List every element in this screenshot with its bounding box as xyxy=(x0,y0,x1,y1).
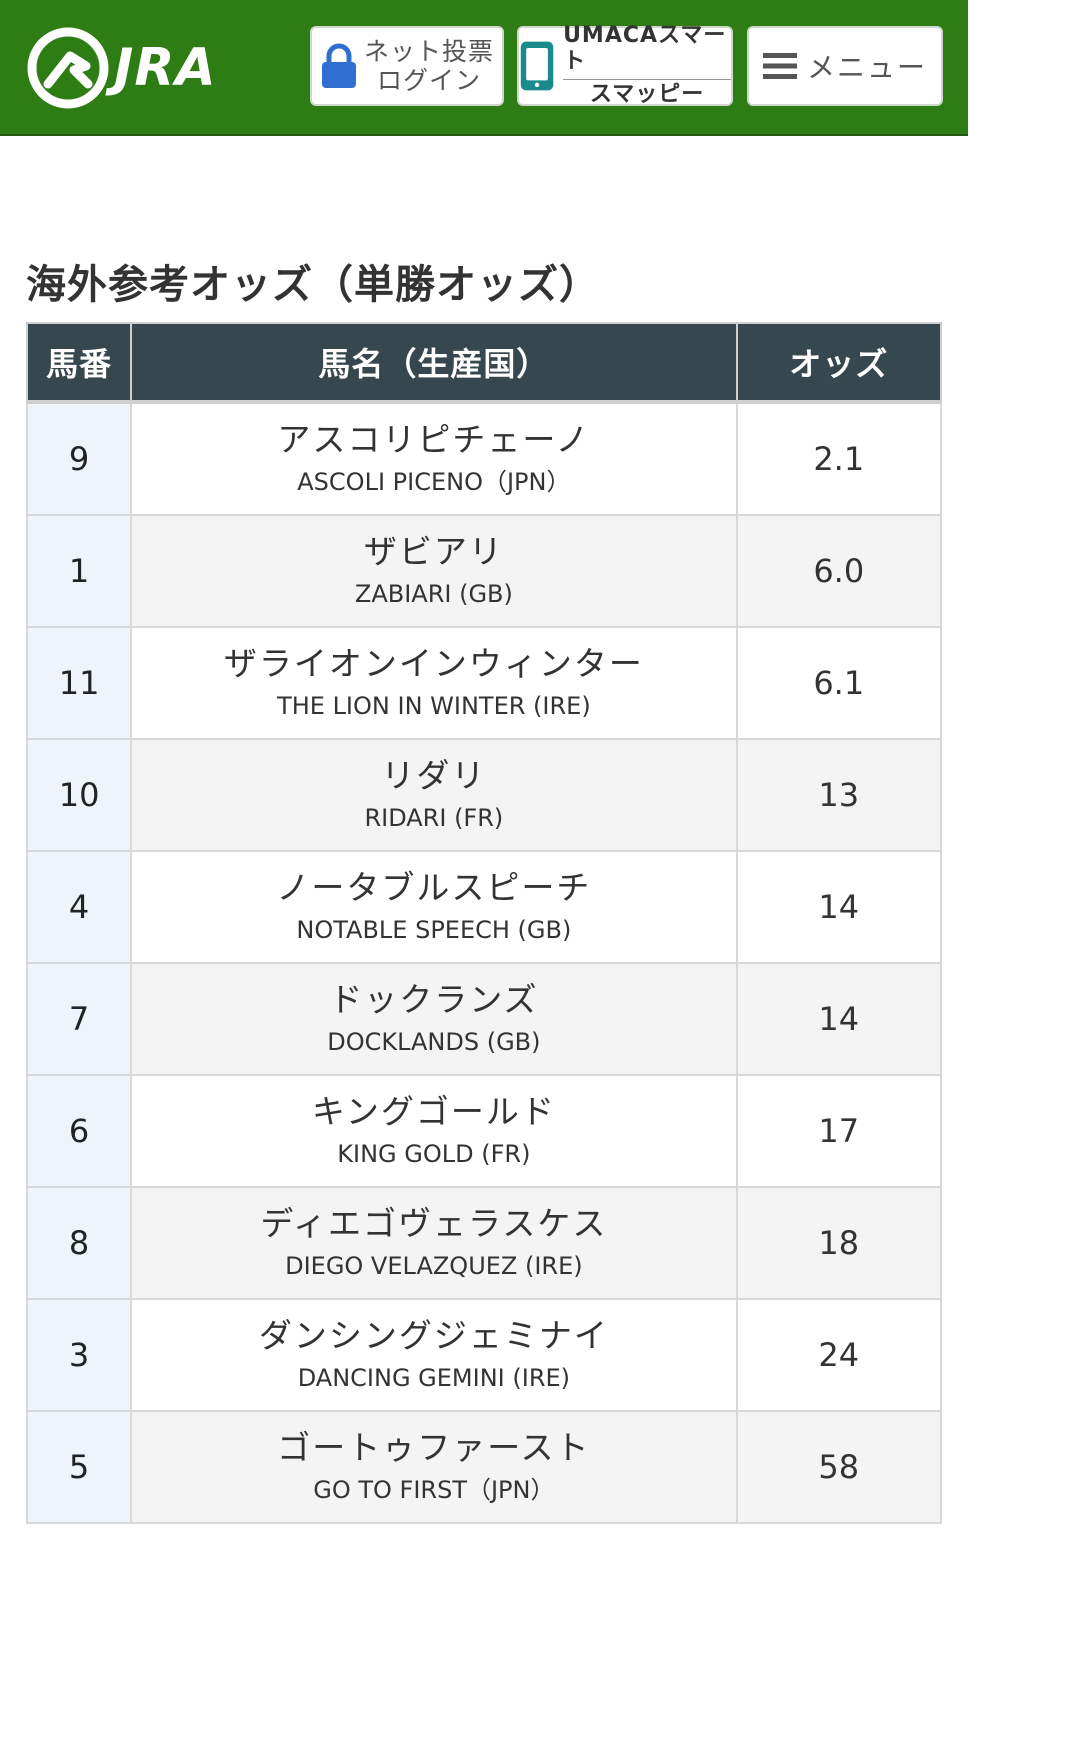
table-row: 11 ザライオンインウィンター THE LION IN WINTER (IRE)… xyxy=(25,626,943,740)
login-label-line2: ログイン xyxy=(376,66,481,95)
horse-name-cell: アスコリピチェーノ ASCOLI PICENO（JPN） xyxy=(130,401,738,516)
horse-name-cell: キングゴールド KING GOLD (FR) xyxy=(130,1074,738,1188)
horse-name-ja: アスコリピチェーノ xyxy=(277,420,591,459)
horse-number: 3 xyxy=(25,1298,133,1412)
horse-name-cell: ゴートゥファースト GO TO FIRST（JPN） xyxy=(130,1410,738,1524)
horse-number: 1 xyxy=(25,514,133,628)
site-header: JRA ネット投票 ログイン UMACAスマート スマッピー メニュー xyxy=(0,0,968,136)
header-odds: オッズ xyxy=(735,322,943,404)
net-vote-login-button[interactable]: ネット投票 ログイン xyxy=(310,26,504,106)
horse-number: 5 xyxy=(25,1410,133,1524)
horse-name-cell: リダリ RIDARI (FR) xyxy=(130,738,738,852)
umaca-label: UMACAスマート xyxy=(563,23,731,80)
table-row: 1 ザビアリ ZABIARI (GB) 6.0 xyxy=(25,514,943,628)
logo-text: JRA xyxy=(114,38,217,98)
horse-name-ja: ザライオンインウィンター xyxy=(223,644,644,683)
horse-name-ja: ゴートゥファースト xyxy=(277,1428,591,1467)
horse-name-en: RIDARI (FR) xyxy=(364,804,504,832)
horse-name-en: ZABIARI (GB) xyxy=(354,580,513,608)
horse-name-cell: ノータブルスピーチ NOTABLE SPEECH (GB) xyxy=(130,850,738,964)
smartphone-icon xyxy=(520,41,554,91)
table-row: 8 ディエゴヴェラスケス DIEGO VELAZQUEZ (IRE) 18 xyxy=(25,1186,943,1300)
horse-name-en: NOTABLE SPEECH (GB) xyxy=(296,916,572,944)
header-horse-number: 馬番 xyxy=(25,322,133,404)
table-row: 7 ドックランズ DOCKLANDS (GB) 14 xyxy=(25,962,943,1076)
horse-name-en: DIEGO VELAZQUEZ (IRE) xyxy=(285,1252,583,1280)
horse-name-cell: ザビアリ ZABIARI (GB) xyxy=(130,514,738,628)
odds-value: 14 xyxy=(735,850,943,964)
horse-number: 9 xyxy=(25,401,133,516)
horse-number: 4 xyxy=(25,850,133,964)
menu-button[interactable]: メニュー xyxy=(747,26,943,106)
table-row: 4 ノータブルスピーチ NOTABLE SPEECH (GB) 14 xyxy=(25,850,943,964)
umaca-smart-button[interactable]: UMACAスマート スマッピー xyxy=(517,23,733,107)
horse-name-en: GO TO FIRST（JPN） xyxy=(313,1476,555,1504)
lock-icon xyxy=(321,43,356,88)
horse-name-en: DANCING GEMINI (IRE) xyxy=(297,1364,571,1392)
page-title: 海外参考オッズ（単勝オッズ） xyxy=(26,262,600,308)
horse-name-cell: ザライオンインウィンター THE LION IN WINTER (IRE) xyxy=(130,626,738,740)
table-header-row: 馬番 馬名（生産国） オッズ xyxy=(25,322,943,404)
header-horse-name: 馬名（生産国） xyxy=(130,322,738,404)
horse-name-en: DOCKLANDS (GB) xyxy=(327,1028,541,1056)
horse-number: 6 xyxy=(25,1074,133,1188)
jra-logo[interactable]: JRA xyxy=(26,26,241,110)
table-row: 6 キングゴールド KING GOLD (FR) 17 xyxy=(25,1074,943,1188)
odds-value: 6.1 xyxy=(735,626,943,740)
odds-value: 18 xyxy=(735,1186,943,1300)
horse-name-ja: キングゴールド xyxy=(311,1092,556,1131)
odds-value: 58 xyxy=(735,1410,943,1524)
table-row: 5 ゴートゥファースト GO TO FIRST（JPN） 58 xyxy=(25,1410,943,1524)
horse-name-en: ASCOLI PICENO（JPN） xyxy=(297,468,571,496)
horse-name-ja: ディエゴヴェラスケス xyxy=(260,1204,608,1243)
horse-name-en: THE LION IN WINTER (IRE) xyxy=(277,692,591,720)
horse-number: 7 xyxy=(25,962,133,1076)
horse-name-ja: リダリ xyxy=(381,756,487,795)
table-row: 3 ダンシングジェミナイ DANCING GEMINI (IRE) 24 xyxy=(25,1298,943,1412)
horse-number: 10 xyxy=(25,738,133,852)
table-row: 10 リダリ RIDARI (FR) 13 xyxy=(25,738,943,852)
horse-name-ja: ザビアリ xyxy=(363,532,504,571)
odds-table: 馬番 馬名（生産国） オッズ 9 アスコリピチェーノ ASCOLI PICENO… xyxy=(25,322,943,1524)
horse-name-cell: ダンシングジェミナイ DANCING GEMINI (IRE) xyxy=(130,1298,738,1412)
horse-name-en: KING GOLD (FR) xyxy=(337,1140,531,1168)
login-label-line1: ネット投票 xyxy=(363,37,494,66)
horse-name-ja: ダンシングジェミナイ xyxy=(258,1316,609,1355)
jra-logo-mark-icon xyxy=(27,27,109,109)
hamburger-menu-icon xyxy=(762,53,797,79)
horse-name-cell: ドックランズ DOCKLANDS (GB) xyxy=(130,962,738,1076)
horse-name-ja: ノータブルスピーチ xyxy=(276,868,592,907)
smappy-label: スマッピー xyxy=(589,81,705,107)
odds-value: 17 xyxy=(735,1074,943,1188)
horse-number: 11 xyxy=(25,626,133,740)
odds-value: 6.0 xyxy=(735,514,943,628)
odds-value: 24 xyxy=(735,1298,943,1412)
horse-name-cell: ディエゴヴェラスケス DIEGO VELAZQUEZ (IRE) xyxy=(130,1186,738,1300)
horse-name-ja: ドックランズ xyxy=(329,980,539,1019)
horse-number: 8 xyxy=(25,1186,133,1300)
odds-value: 13 xyxy=(735,738,943,852)
menu-label: メニュー xyxy=(806,51,927,84)
table-row: 9 アスコリピチェーノ ASCOLI PICENO（JPN） 2.1 xyxy=(25,401,943,516)
odds-value: 2.1 xyxy=(735,401,943,516)
odds-value: 14 xyxy=(735,962,943,1076)
